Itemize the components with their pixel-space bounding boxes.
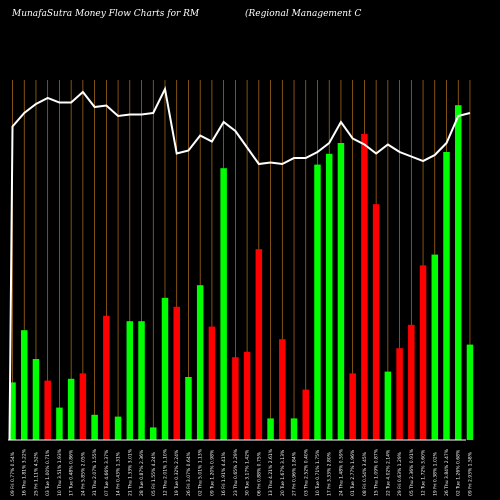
- money-flow-bar: [150, 427, 157, 440]
- x-tick-label: 21 Thu 1.33% 3.01%: [127, 448, 133, 496]
- x-tick-label: 17 Tue 0.48% 0.86%: [69, 449, 75, 496]
- x-tick-label: 27 Fri 0.96% 1.84%: [292, 451, 298, 496]
- chart-subtitle: (Regional Management C: [245, 9, 362, 19]
- money-flow-bar: [91, 414, 98, 440]
- money-flow-bar: [361, 134, 368, 440]
- price-line: [8, 85, 471, 441]
- x-tick-label: 30 Tue 3.17% 1.42%: [245, 449, 251, 496]
- x-tick-label: 12 Thu 2.01% 1.10%: [162, 448, 168, 496]
- money-flow-bar: [161, 297, 169, 440]
- x-tick-label: 12 Tue 1.72% 3.60%: [421, 449, 427, 496]
- chart-title: MunafaSutra Money Flow Charts for RM: [12, 9, 200, 19]
- money-flow-bar: [173, 306, 180, 440]
- money-flow-bar: [67, 378, 75, 440]
- x-tick-label: 16 Thu 1.81% 3.22%: [22, 448, 28, 496]
- x-tick-label: 10 Tue 0.71% 1.75%: [315, 449, 321, 496]
- x-tick-label: 22 Tue 4.02% 2.14%: [385, 449, 391, 496]
- x-tick-label: 24 Thu 1.48% 0.59%: [338, 448, 344, 496]
- x-tick-label: 07 Tue 4.66% 3.37%: [104, 449, 110, 496]
- money-flow-bar: [337, 143, 345, 440]
- x-tick-label: 09 Fri 0.77% 0.54%: [10, 451, 16, 496]
- money-flow-bar: [314, 164, 321, 440]
- money-flow-bar: [220, 168, 227, 440]
- x-tick-label: 09 Fri 2.93% 1.58%: [467, 451, 473, 496]
- money-flow-bar: [103, 315, 110, 440]
- money-flow-bar: [396, 348, 403, 440]
- money-flow-bar: [32, 359, 40, 440]
- money-flow-bar: [243, 351, 251, 440]
- money-flow-bar: [443, 152, 450, 440]
- money-flow-bar: [419, 265, 427, 440]
- money-flow-bar: [349, 373, 356, 440]
- money-flow-bar: [79, 373, 87, 440]
- x-tick-label: 17 Fri 3.33% 2.80%: [327, 451, 333, 496]
- x-tick-label: 19 Tue 0.32% 2.24%: [174, 449, 180, 496]
- x-tick-label: 03 Tue 1.00% 0.71%: [45, 449, 51, 496]
- x-tick-label: 19 Fri 0.38% 1.02%: [432, 451, 438, 496]
- money-flow-bar: [185, 377, 192, 440]
- money-flow-bar: [9, 382, 16, 440]
- x-tick-label: 03 Thu 2.52% 0.40%: [303, 448, 309, 496]
- x-tick-label: 25 Fri 1.11% 4.52%: [33, 451, 39, 496]
- x-tick-label: 28 Tue 0.87% 2.36%: [139, 449, 145, 496]
- money-flow-bar: [302, 389, 309, 440]
- x-tick-label: 13 Thu 4.21% 2.61%: [268, 448, 274, 496]
- money-flow-bar: [126, 321, 134, 440]
- x-tick-label: 15 Thu 1.09% 0.87%: [374, 448, 380, 496]
- x-tick-label: 24 Fri 5.85% 2.05%: [80, 451, 86, 496]
- x-tick-label: 05 Fri 1.55% 4.24%: [151, 451, 157, 496]
- money-flow-bar: [138, 321, 145, 440]
- x-tick-label: 02 Thu 5.01% 1.13%: [198, 448, 204, 496]
- x-tick-label: 02 Tue 1.26% 0.68%: [456, 449, 462, 496]
- money-flow-bar: [232, 357, 239, 440]
- money-flow-bar: [466, 344, 474, 440]
- x-tick-label: 05 Thu 2.36% 0.91%: [409, 448, 415, 496]
- money-flow-bar: [20, 330, 28, 440]
- x-tick-label: 01 Tue 2.77% 1.96%: [350, 449, 356, 496]
- x-tick-label: 23 Thu 0.65% 2.29%: [233, 448, 239, 496]
- x-tick-label: 20 Tue 1.67% 3.13%: [280, 449, 286, 496]
- money-flow-bar: [454, 105, 462, 440]
- money-flow-bar: [290, 418, 298, 440]
- x-tick-label: 26 Thu 3.84% 2.47%: [444, 448, 450, 496]
- money-flow-bar: [114, 416, 122, 440]
- money-flow-bar: [196, 285, 204, 440]
- money-flow-bar: [372, 204, 380, 440]
- x-tick-label: 31 Thu 2.07% 1.55%: [92, 448, 98, 496]
- money-flow-bar: [44, 380, 51, 440]
- money-flow-bar: [408, 324, 415, 440]
- x-tick-label: 06 Fri 0.88% 0.75%: [256, 451, 262, 496]
- money-flow-bar: [431, 254, 439, 440]
- x-tick-label: 10 Thu 3.51% 1.93%: [57, 448, 63, 496]
- money-flow-bar: [325, 153, 333, 441]
- money-flow-bar: [384, 371, 392, 440]
- money-flow-bar: [255, 249, 263, 440]
- x-tick-labels: 09 Fri 0.77% 0.54% 16 Thu 1.81% 3.22% 25 F…: [10, 448, 473, 496]
- money-flow-bar: [279, 339, 286, 440]
- money-flow-bar: [208, 326, 216, 440]
- money-flow-bars: [9, 105, 474, 441]
- x-tick-label: 09 Tue 1.20% 0.98%: [209, 449, 215, 496]
- x-tick-label: 14 Fri 0.43% 1.31%: [116, 451, 122, 496]
- x-tick-label: 29 Fri 0.63% 1.29%: [397, 451, 403, 496]
- money-flow-bar: [56, 407, 63, 440]
- x-tick-label: 16 Fri 1.91% 4.41%: [221, 451, 227, 496]
- x-tick-label: 26 Fri 3.07% 0.64%: [186, 451, 192, 496]
- x-tick-label: 08 Fri 0.54% 3.45%: [362, 451, 368, 496]
- money-flow-bar: [267, 418, 274, 440]
